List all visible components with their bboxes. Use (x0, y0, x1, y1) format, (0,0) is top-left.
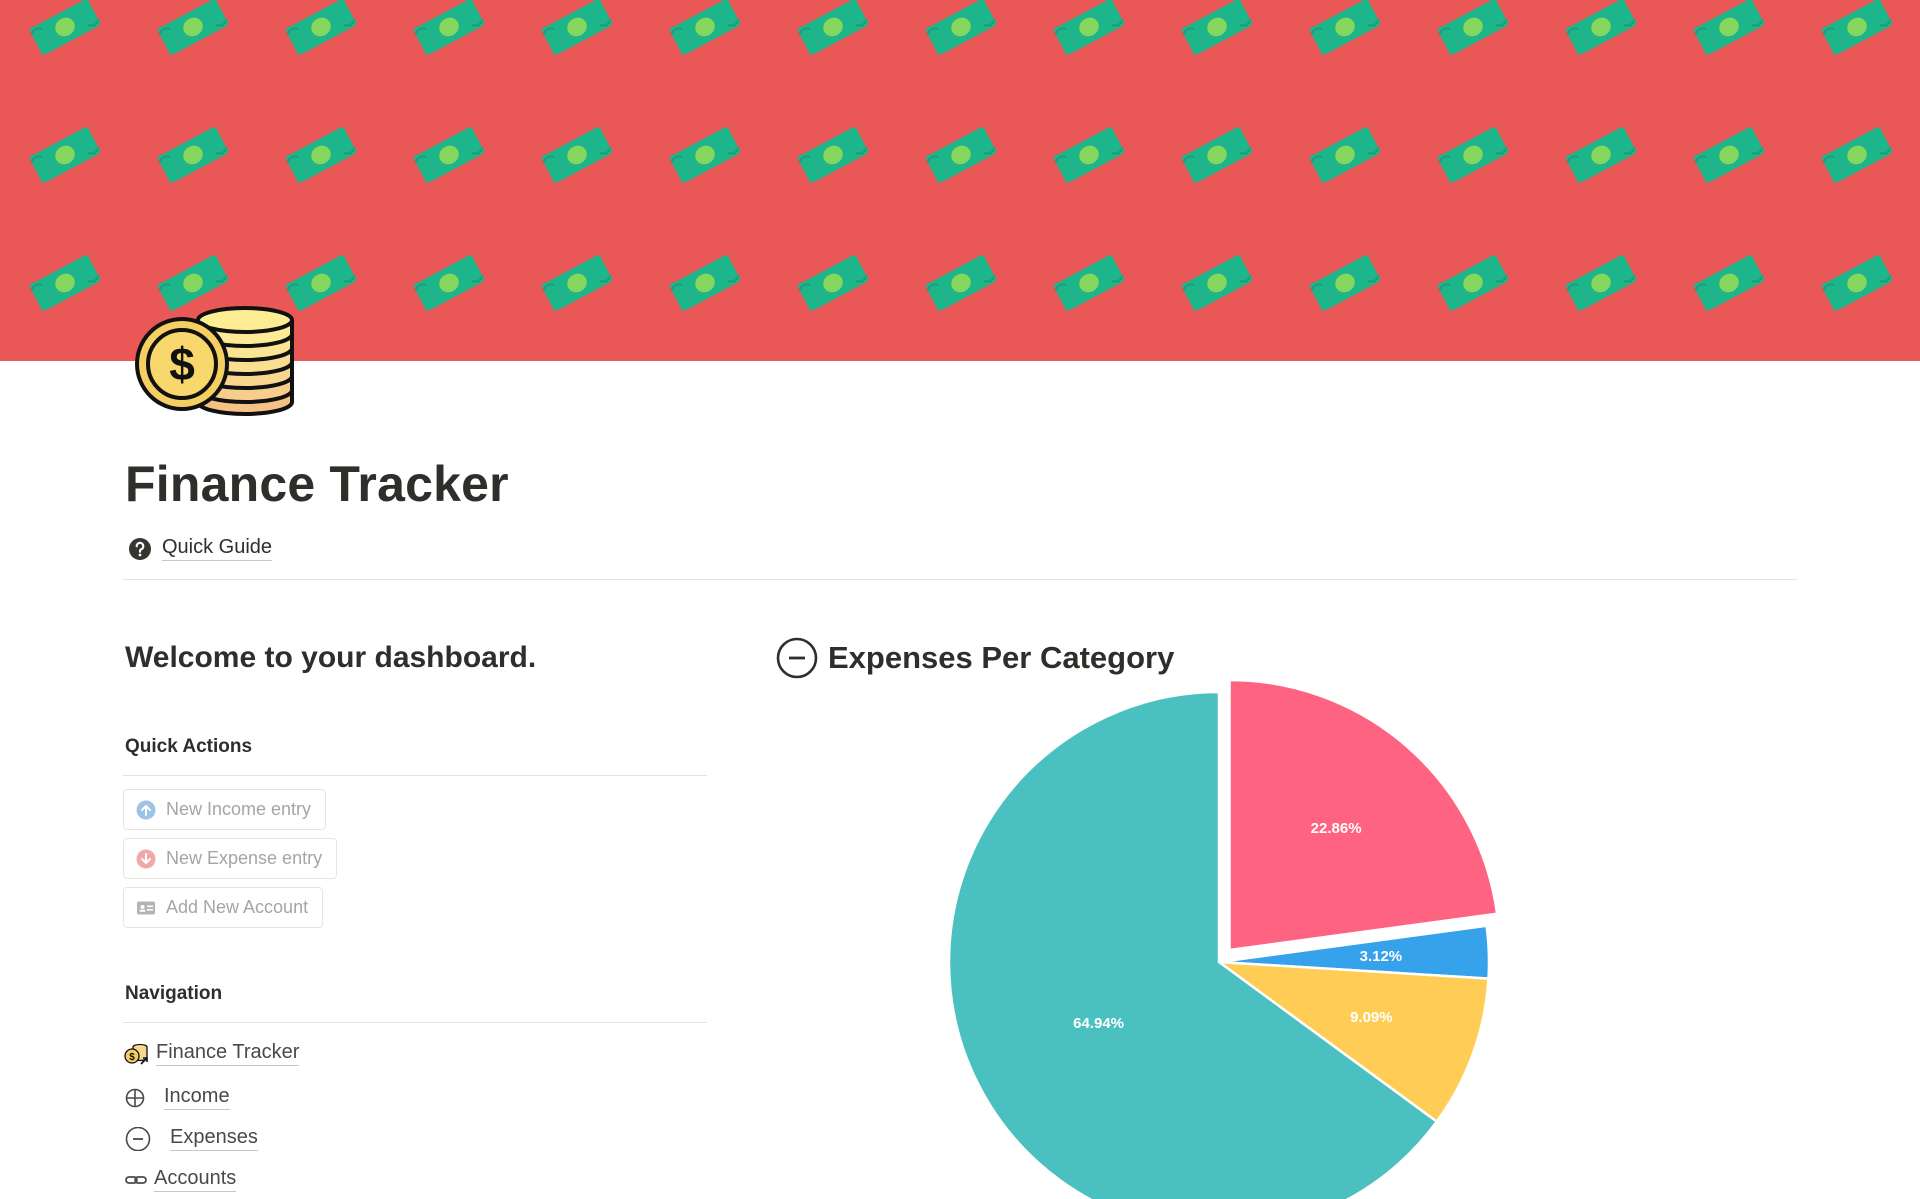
nav-item-accounts[interactable]: Accounts (124, 1167, 237, 1192)
svg-text:$: $ (169, 338, 195, 390)
dollar-bill-icon (537, 122, 617, 188)
dollar-bill-icon (1177, 250, 1257, 316)
arrow-down-circle-icon (136, 849, 156, 869)
nav-finance-tracker-label: Finance Tracker (156, 1041, 300, 1066)
navigation-heading: Navigation (125, 983, 223, 1004)
dollar-bill-icon (665, 250, 745, 316)
dollar-bill-icon (665, 122, 745, 188)
nav-item-finance-tracker[interactable]: $ Finance Tracker (124, 1041, 300, 1066)
coins-dollar-icon: $ (124, 1042, 148, 1066)
dollar-bill-icon (1817, 122, 1897, 188)
dollar-bill-icon (537, 0, 617, 60)
dollar-bill-icon (793, 122, 873, 188)
new-expense-entry-button[interactable]: New Expense entry (123, 838, 338, 879)
new-income-entry-button[interactable]: New Income entry (123, 789, 327, 830)
dollar-bill-icon (793, 0, 873, 60)
dollar-bill-icon (665, 0, 745, 60)
question-circle-icon (128, 537, 152, 561)
dollar-bill-icon (281, 122, 361, 188)
cover-banner (0, 0, 1920, 361)
dollar-bill-icon (25, 250, 105, 316)
title-divider (123, 579, 1797, 580)
dollar-bill-icon (1689, 122, 1769, 188)
nav-accounts-label: Accounts (154, 1167, 237, 1192)
quick-actions-heading: Quick Actions (125, 736, 253, 757)
dollar-bill-icon (1305, 122, 1385, 188)
dollar-bill-icon (153, 250, 233, 316)
dollar-bill-icon (281, 250, 361, 316)
dollar-bill-icon (153, 122, 233, 188)
dollar-bill-icon (921, 250, 1001, 316)
page-title: Finance Tracker (125, 456, 509, 512)
dollar-bill-icon (1433, 250, 1513, 316)
dollar-bill-icon (1817, 250, 1897, 316)
dollar-bill-icon (409, 250, 489, 316)
dollar-bill-icon (1049, 250, 1129, 316)
dollar-bill-icon (921, 0, 1001, 60)
nav-income-label: Income (164, 1085, 230, 1110)
nav-expenses-label: Expenses (170, 1126, 258, 1151)
dollar-bill-icon (1689, 250, 1769, 316)
dollar-bill-icon (1561, 122, 1641, 188)
minus-circle-icon (124, 1126, 151, 1151)
quick-actions-divider (123, 775, 707, 776)
svg-text:$: $ (129, 1052, 135, 1063)
dollar-bill-icon (1689, 0, 1769, 60)
add-new-account-button[interactable]: Add New Account (123, 887, 324, 928)
quick-guide-link[interactable]: Quick Guide (128, 536, 273, 561)
dollar-bill-icon (25, 0, 105, 60)
dollar-bill-icon (1561, 0, 1641, 60)
dollar-bill-icon (921, 122, 1001, 188)
pie-slice[interactable] (1214, 960, 1490, 1124)
pie-slice-label: 22.86% (1311, 820, 1362, 837)
id-card-icon (136, 898, 156, 918)
plus-circle-icon (124, 1086, 148, 1110)
minus-circle-icon (776, 637, 818, 679)
dollar-bill-icon (1177, 0, 1257, 60)
new-expense-entry-label: New Expense entry (166, 848, 323, 868)
pie-slice-label: 3.12% (1360, 948, 1403, 965)
chart-title: Expenses Per Category (828, 640, 1175, 675)
dollar-bill-icon (1433, 122, 1513, 188)
navigation-divider (123, 1022, 707, 1023)
dollar-bill-icon (1433, 0, 1513, 60)
dollar-bill-icon (1817, 0, 1897, 60)
quick-guide-label: Quick Guide (162, 536, 273, 561)
pie-slice-label: 64.94% (1073, 1015, 1124, 1032)
link-icon (124, 1168, 148, 1192)
pie-slice[interactable] (1228, 678, 1499, 952)
dollar-bill-icon (1305, 250, 1385, 316)
chart-section-header: Expenses Per Category (776, 637, 1174, 679)
nav-item-expenses[interactable]: Expenses (124, 1126, 258, 1151)
dollar-bill-icon (409, 0, 489, 60)
dollar-bill-icon (1049, 122, 1129, 188)
dollar-bill-icon (1305, 0, 1385, 60)
dollar-bill-icon (1561, 250, 1641, 316)
dollar-bill-icon (409, 122, 489, 188)
dollar-bill-icon (153, 0, 233, 60)
dollar-bill-icon (25, 122, 105, 188)
arrow-up-circle-icon (136, 800, 156, 820)
new-income-entry-label: New Income entry (166, 799, 312, 819)
pie-slice[interactable] (947, 690, 1439, 1199)
add-new-account-label: Add New Account (166, 897, 309, 917)
pie-slice-label: 9.09% (1350, 1009, 1393, 1026)
nav-item-income[interactable]: Income (124, 1085, 230, 1110)
coins-dollar-icon: $ (133, 280, 303, 420)
dollar-bill-icon (793, 250, 873, 316)
dollar-bill-icon (1177, 122, 1257, 188)
welcome-heading: Welcome to your dashboard. (125, 641, 537, 674)
dollar-bill-icon (1049, 0, 1129, 60)
dollar-bill-icon (281, 0, 361, 60)
dollar-bill-icon (537, 250, 617, 316)
